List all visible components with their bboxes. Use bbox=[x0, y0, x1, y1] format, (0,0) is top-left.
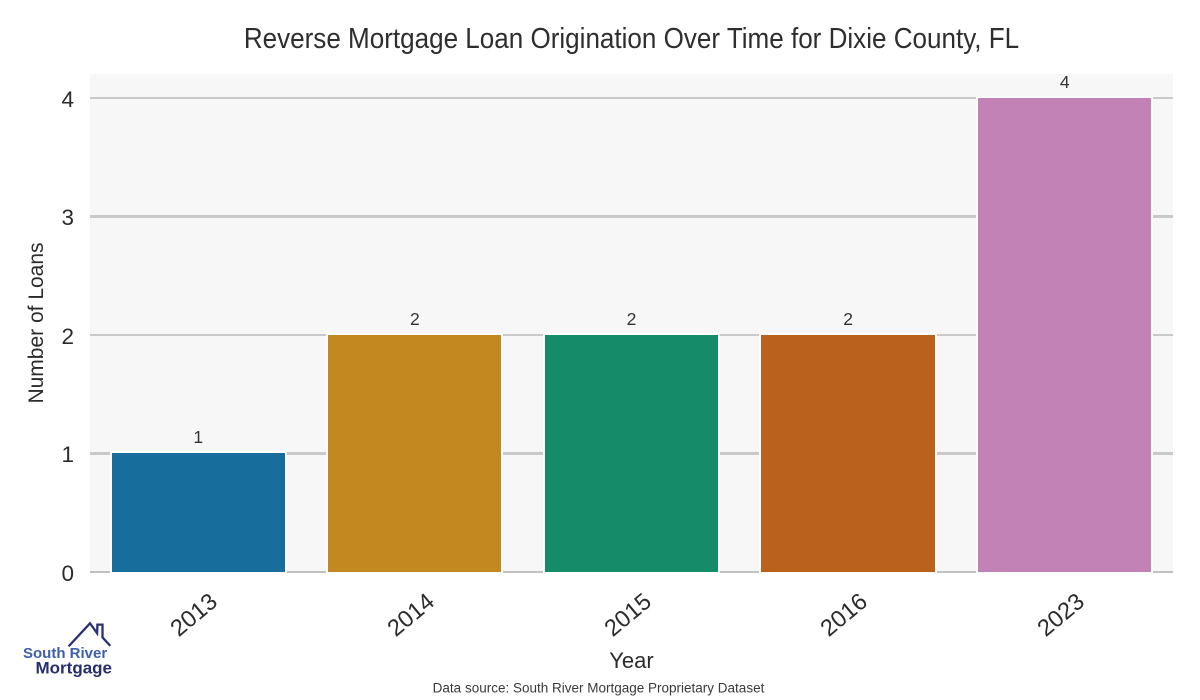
svg-text:South River: South River bbox=[23, 645, 107, 662]
svg-text:Mortgage: Mortgage bbox=[36, 659, 113, 678]
